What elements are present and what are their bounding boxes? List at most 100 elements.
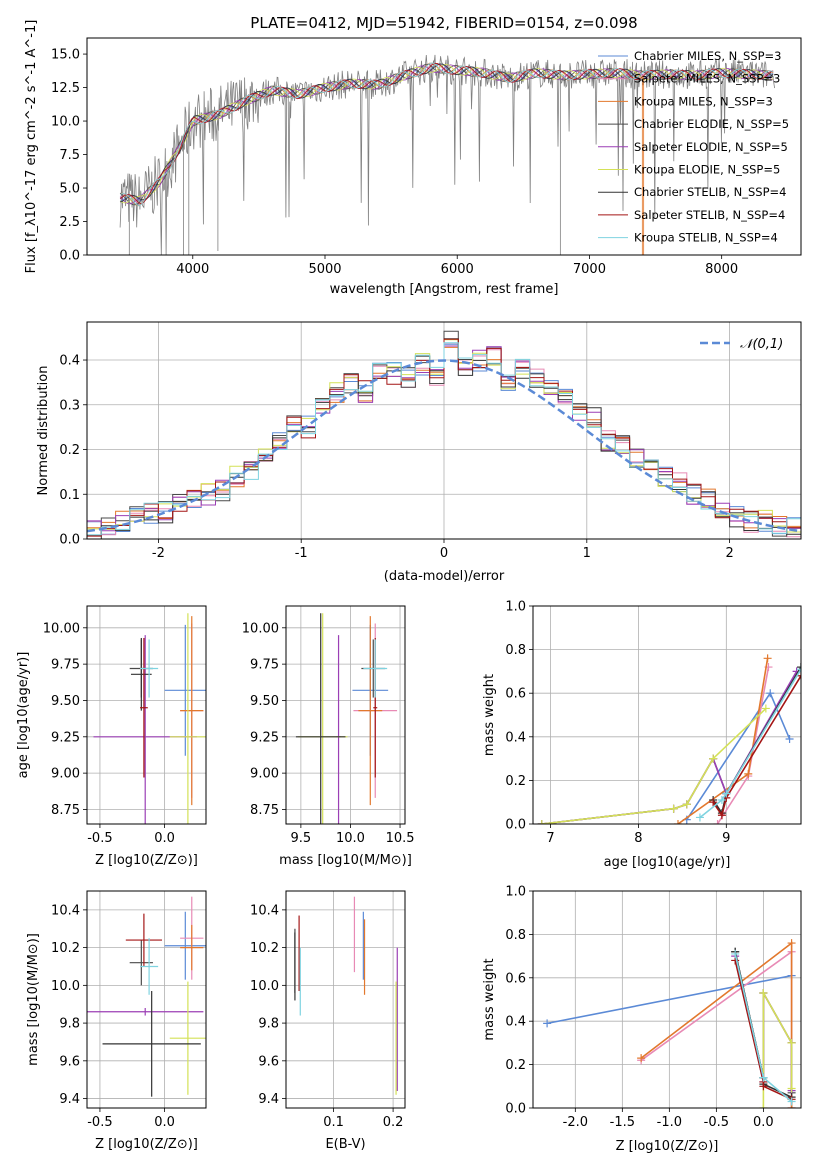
weight-point-marker — [797, 665, 801, 674]
y-tick-label: 0.1 — [59, 488, 80, 503]
weight-point-marker — [797, 671, 801, 680]
axis-frame — [86, 321, 802, 540]
y-tick-label: 0.8 — [505, 928, 526, 943]
axis-frame — [285, 890, 406, 1109]
axis-frame — [532, 890, 802, 1109]
weight-line — [712, 675, 801, 818]
axis-frame — [86, 37, 802, 256]
x-tick-label: 0.0 — [154, 831, 175, 846]
weight-point-marker — [759, 1082, 768, 1091]
plot-area — [93, 613, 206, 824]
y-axis-label: age [log10(age/yr)] — [16, 652, 31, 779]
y-tick-label: 7.5 — [59, 148, 80, 163]
x-tick-label: 9 — [722, 831, 730, 846]
weight-line — [762, 989, 793, 1108]
axis-frame — [285, 605, 406, 825]
x-tick-label: 0 — [440, 546, 448, 561]
legend-label: Kroupa MILES, N_SSP=3 — [634, 94, 773, 108]
panel-massweight-vs-age: 7 8 9 0.0 0.2 0.4 0.6 0.8 1.0 age [log10(age/yr)]… — [482, 600, 802, 870]
weight-point-marker — [709, 754, 718, 763]
legend-label: Chabrier STELIB, N_SSP=4 — [634, 185, 786, 199]
weight-line — [541, 671, 798, 824]
legend-label: Salpeter ELODIE, N_SSP=5 — [634, 140, 788, 154]
plot-area — [295, 613, 398, 824]
plot-area — [294, 896, 398, 1095]
panel-massweight-vs-Z: -2.0 -1.5 -1.0 -0.5 0.0 0.0 0.2 0.4 0.6 0.8 1.0 Z [… — [482, 885, 802, 1154]
spectrum-model-line — [119, 63, 774, 202]
weight-point-marker — [787, 939, 796, 948]
y-tick-label: 9.00 — [51, 767, 80, 782]
x-tick-label: 8 — [634, 831, 642, 846]
y-tick-label: 0.6 — [505, 687, 526, 702]
y-tick-label: 0.2 — [59, 443, 80, 458]
plot-area — [87, 896, 206, 1097]
y-tick-label: 0.0 — [59, 249, 80, 264]
weight-point-marker — [709, 798, 718, 807]
y-tick-label: 10.4 — [51, 903, 80, 918]
x-tick-label: 7000 — [573, 262, 606, 277]
y-tick-label: 0.2 — [505, 1058, 526, 1073]
weight-point-marker — [717, 811, 726, 820]
weight-point-marker — [722, 789, 731, 798]
y-tick-label: 0.2 — [505, 774, 526, 789]
plot-area — [537, 654, 801, 824]
y-tick-label: 1.0 — [505, 600, 526, 615]
y-tick-label: 8.75 — [250, 803, 279, 818]
spectrum-data-line — [119, 54, 775, 255]
y-tick-label: 2.5 — [59, 215, 80, 230]
weight-point-marker — [731, 949, 740, 958]
weight-point-marker — [695, 813, 704, 822]
spectrum-model-line — [119, 62, 774, 207]
x-tick-label: 9.5 — [291, 831, 312, 846]
y-tick-label: 0.3 — [59, 398, 80, 413]
y-tick-label: 10.0 — [51, 979, 80, 994]
y-tick-label: 0.4 — [505, 1015, 526, 1030]
x-tick-label: 10.5 — [386, 831, 415, 846]
y-axis-label: Normed distribution — [36, 366, 51, 496]
weight-point-marker — [759, 1104, 768, 1108]
y-axis-label: mass weight — [482, 958, 497, 1040]
y-axis-label: mass weight — [482, 674, 497, 756]
x-tick-label: 8000 — [705, 262, 738, 277]
weight-point-marker — [543, 1019, 552, 1028]
y-tick-label: 9.6 — [59, 1054, 80, 1069]
y-tick-label: 9.4 — [258, 1092, 279, 1107]
x-axis-label: Z [log10(Z/Z⊙)] — [616, 1139, 719, 1154]
weight-point-marker — [673, 820, 682, 824]
weight-point-marker — [787, 1038, 796, 1047]
x-tick-label: -2 — [152, 546, 165, 561]
y-tick-label: 10.00 — [242, 621, 279, 636]
normal-curve — [87, 359, 801, 533]
weight-point-marker — [797, 663, 801, 672]
y-tick-label: 9.6 — [258, 1054, 279, 1069]
x-tick-label: -1 — [295, 546, 308, 561]
x-tick-label: 2 — [725, 546, 733, 561]
x-tick-label: 0.2 — [383, 1115, 404, 1130]
weight-point-marker — [759, 988, 768, 997]
y-tick-label: 0.0 — [505, 818, 526, 833]
panel-age-vs-mass: 9.5 10.0 10.5 8.75 9.00 9.25 9.50 9.75 10.00 mass… — [242, 605, 415, 868]
histogram-step — [87, 342, 801, 536]
y-tick-label: 8.75 — [51, 803, 80, 818]
legend-label: Kroupa STELIB, N_SSP=4 — [634, 231, 778, 245]
x-tick-label: -0.5 — [87, 1115, 112, 1130]
weight-point-marker — [759, 1073, 768, 1082]
weight-point-marker — [766, 689, 775, 698]
y-tick-label: 9.8 — [59, 1017, 80, 1032]
x-tick-label: -2.0 — [563, 1115, 588, 1130]
legend-label: Chabrier ELODIE, N_SSP=5 — [634, 117, 789, 131]
y-tick-label: 9.4 — [59, 1092, 80, 1107]
weight-point-marker — [682, 800, 691, 809]
weight-point-marker — [744, 769, 753, 778]
x-axis-label: (data-model)/error — [384, 569, 505, 584]
y-tick-label: 10.0 — [51, 115, 80, 130]
y-tick-label: 10.00 — [43, 621, 80, 636]
y-tick-label: 0.6 — [505, 971, 526, 986]
weight-line — [541, 707, 767, 824]
x-tick-label: 0.0 — [753, 1115, 774, 1130]
y-tick-label: 9.00 — [250, 767, 279, 782]
axis-frame — [532, 605, 802, 825]
y-tick-label: 12.5 — [51, 81, 80, 96]
x-tick-label: 7 — [546, 831, 554, 846]
x-tick-label: -1.5 — [610, 1115, 635, 1130]
